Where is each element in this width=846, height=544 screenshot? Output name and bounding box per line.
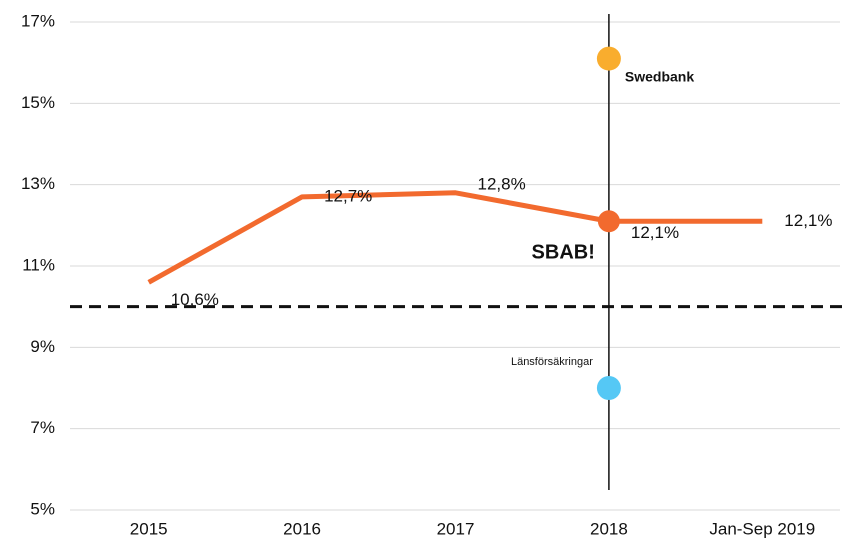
highlight-name: Swedbank: [625, 68, 694, 84]
series-name: SBAB!: [532, 242, 595, 264]
series-marker: [597, 210, 620, 233]
y-tick-label: 13%: [21, 174, 55, 193]
y-tick-label: 5%: [30, 499, 55, 518]
data-label: 12,1%: [631, 223, 679, 242]
data-label: 10,6%: [171, 290, 219, 309]
y-tick-label: 15%: [21, 93, 55, 112]
highlight-marker: [596, 376, 621, 400]
data-label: 12,1%: [784, 211, 832, 230]
highlight-marker: [596, 46, 621, 71]
y-tick-label: 9%: [30, 337, 55, 356]
y-tick-label: 11%: [22, 255, 55, 274]
series-line: [147, 190, 763, 285]
highlight-name: Länsförsäkringar: [511, 356, 593, 368]
data-label: 12,8%: [478, 174, 526, 193]
x-tick-label: Jan-Sep 2019: [709, 519, 815, 538]
y-tick-label: 17%: [21, 11, 55, 30]
x-tick-label: 2017: [437, 519, 475, 538]
y-tick-label: 7%: [30, 418, 55, 437]
x-tick-label: 2016: [283, 519, 321, 538]
x-tick-label: 2018: [590, 519, 628, 538]
x-tick-label: 2015: [130, 519, 168, 538]
data-label: 12,7%: [324, 186, 372, 205]
